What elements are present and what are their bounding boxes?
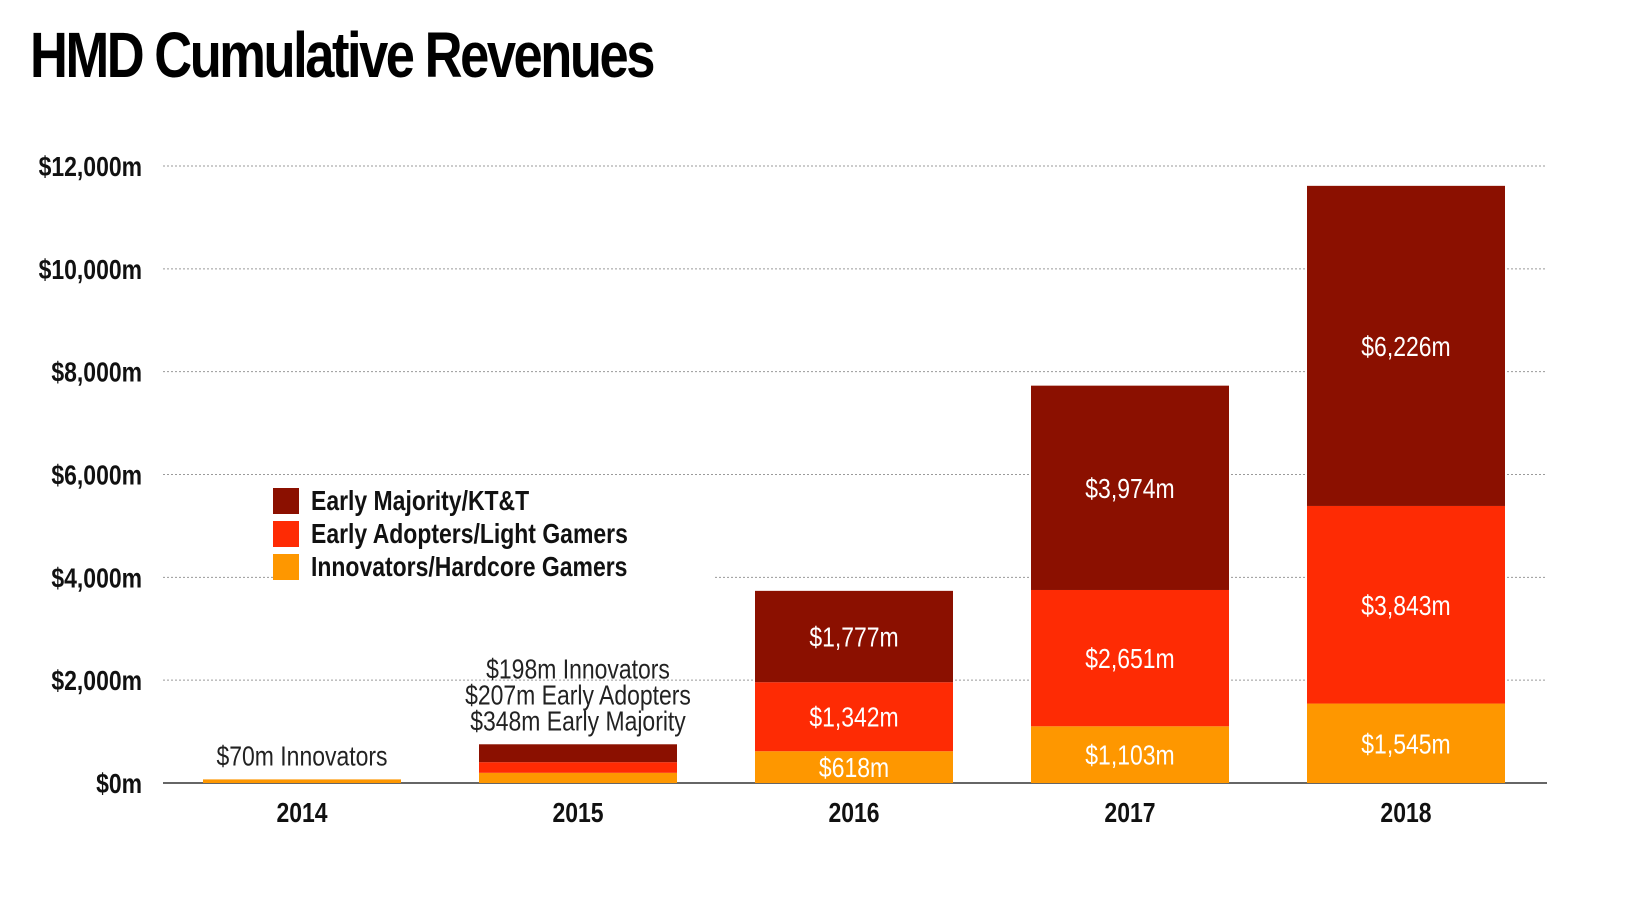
- bar-segment: [479, 744, 677, 763]
- bar-segment: [203, 779, 401, 783]
- y-tick-label: $10,000m: [39, 255, 142, 286]
- data-label: $1,103m: [1085, 741, 1174, 772]
- annotation-label: $207m Early Adopters: [465, 680, 691, 711]
- legend-swatch: [273, 520, 299, 547]
- bar-segment: [1031, 385, 1229, 590]
- y-tick-label: $4,000m: [51, 563, 142, 594]
- annotation-label: $70m Innovators: [217, 741, 388, 772]
- legend-label: Early Adopters/Light Gamers: [311, 517, 628, 549]
- bar-segment: [1307, 185, 1505, 506]
- y-tick-label: $6,000m: [51, 460, 142, 491]
- bar-segment: [1307, 703, 1505, 783]
- y-tick-label: $12,000m: [39, 152, 142, 183]
- annotation-label: $348m Early Majority: [470, 706, 686, 737]
- bar-segment: [1031, 726, 1229, 783]
- annotations: $70m Innovators $198m Innovators$207m Ear…: [217, 654, 691, 772]
- x-tick-label: 2016: [829, 798, 880, 829]
- y-tick-label: $8,000m: [51, 358, 142, 389]
- legend-item: Innovators/Hardcore Gamers: [273, 550, 697, 583]
- x-tick-label: 2018: [1380, 798, 1431, 829]
- bar-segment: [479, 762, 677, 773]
- bar-segment: [755, 590, 953, 683]
- legend-item: Early Majority/KT&T: [273, 484, 697, 517]
- x-tick-label: 2014: [276, 798, 328, 829]
- y-tick-label: $2,000m: [51, 666, 142, 697]
- legend-swatch: [273, 487, 299, 514]
- legend-label: Innovators/Hardcore Gamers: [311, 550, 628, 582]
- data-label: $1,545m: [1361, 729, 1450, 760]
- legend-label: Early Majority/KT&T: [311, 484, 530, 516]
- bar-segment: [479, 772, 677, 783]
- bar-segment: [755, 682, 953, 752]
- legend-item: Early Adopters/Light Gamers: [273, 517, 697, 550]
- bar-segment: [1307, 505, 1505, 704]
- data-label: $618m: [819, 753, 889, 784]
- legend-swatch: [273, 553, 299, 580]
- x-tick-label: 2015: [552, 798, 603, 829]
- data-label: $2,651m: [1085, 644, 1174, 675]
- annotation-label: $198m Innovators: [486, 654, 670, 685]
- x-tick-label: 2017: [1104, 798, 1155, 829]
- data-label: $1,777m: [809, 622, 898, 653]
- legend: Early Majority/KT&T Early Adopters/Light …: [273, 482, 714, 587]
- x-axis-tick-labels: 2014 2015 2016 2017 2018: [276, 798, 1431, 829]
- data-label: $3,843m: [1361, 591, 1450, 622]
- chart-title: HMD Cumulative Revenues: [30, 19, 655, 91]
- y-tick-label: $0m: [96, 769, 142, 800]
- bar-segment: [1031, 589, 1229, 727]
- y-axis-tick-labels: $0m $2,000m $4,000m $6,000m $8,000m $10,000m $…: [39, 152, 142, 800]
- bars: [203, 185, 1505, 783]
- data-label: $6,226m: [1361, 332, 1450, 363]
- data-labels: $618m $1,342m $1,777m $1,103m $2,651m $3,974m…: [809, 332, 1450, 784]
- bar-segment: [755, 751, 953, 783]
- data-label: $3,974m: [1085, 474, 1174, 505]
- data-label: $1,342m: [809, 703, 898, 734]
